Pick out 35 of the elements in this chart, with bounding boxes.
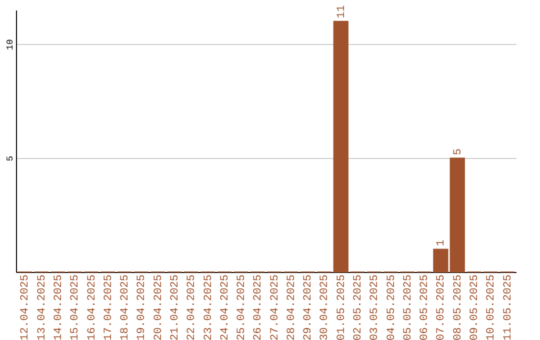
x-tick-label: 30.04.2025 — [319, 274, 332, 340]
data-label: 1 — [436, 239, 448, 246]
x-tick-label: 11.05.2025 — [502, 274, 514, 340]
x-tick-label: 15.04.2025 — [70, 274, 82, 340]
x-tick-label: 26.04.2025 — [252, 274, 265, 340]
x-tick-label: 23.04.2025 — [202, 274, 215, 340]
x-tick-label: 21.04.2025 — [169, 274, 182, 340]
data-label: 11 — [336, 4, 348, 18]
x-tick-label: 10.05.2025 — [486, 274, 498, 340]
x-tick-label: 08.05.2025 — [452, 274, 464, 340]
x-tick-label: 29.04.2025 — [302, 274, 315, 340]
data-label: 5 — [452, 148, 464, 156]
x-tick-label: 28.04.2025 — [286, 274, 298, 340]
x-tick-label: 27.04.2025 — [269, 274, 282, 340]
x-tick-label: 19.04.2025 — [136, 274, 148, 340]
x-tick-label: 09.05.2025 — [468, 274, 481, 340]
x-tick-label: 06.05.2025 — [419, 274, 432, 340]
x-tick-label: 07.05.2025 — [436, 274, 448, 340]
x-tick-label: 04.05.2025 — [386, 274, 398, 340]
x-tick-label: 20.04.2025 — [152, 274, 165, 340]
x-tick-label: 16.04.2025 — [86, 274, 98, 340]
x-tick-label: 03.05.2025 — [369, 274, 382, 340]
x-tick-label: 02.05.2025 — [352, 274, 365, 340]
x-tick-label: 14.04.2025 — [53, 274, 66, 340]
x-tick-label: 24.04.2025 — [219, 274, 232, 340]
x-tick-label: 12.04.2025 — [20, 274, 32, 340]
x-tick-label: 18.04.2025 — [120, 274, 132, 340]
x-tick-label: 01.05.2025 — [336, 274, 348, 340]
x-tick-label: 13.04.2025 — [36, 274, 48, 340]
x-tick-label: 17.04.2025 — [102, 274, 115, 340]
y-tick-label: 10 — [6, 39, 16, 50]
x-tick-label: 25.04.2025 — [236, 274, 248, 340]
x-tick-label: 22.04.2025 — [186, 274, 198, 340]
x-tick-label: 05.05.2025 — [402, 274, 414, 340]
bar — [333, 20, 348, 272]
